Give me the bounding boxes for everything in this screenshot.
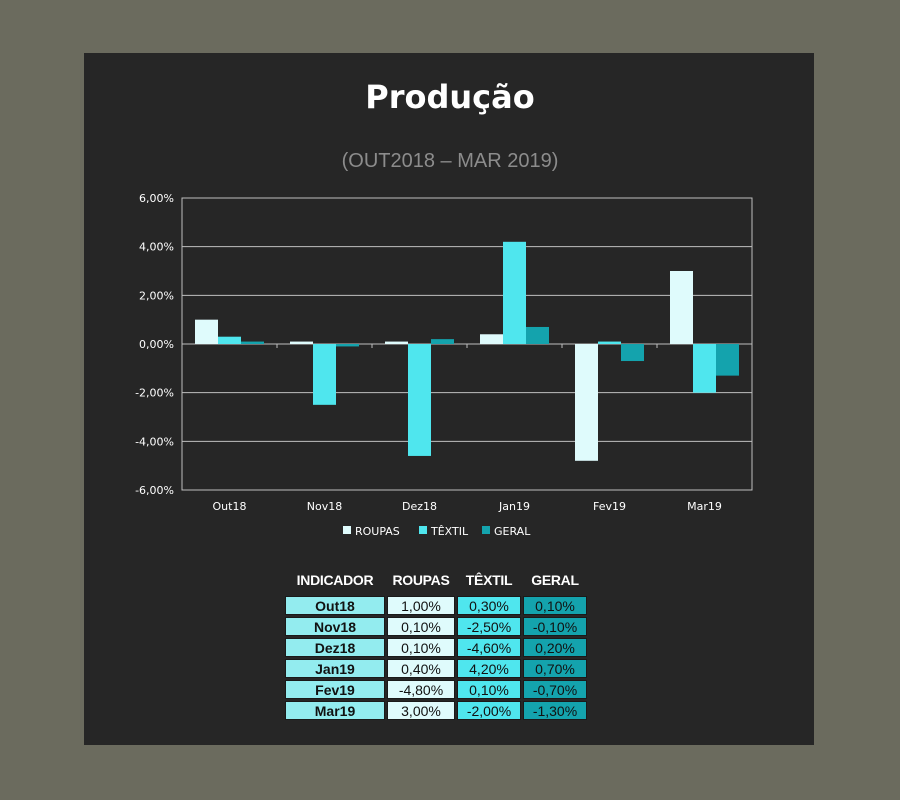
bar-têxtil-nov18 [313,344,336,405]
bar-geral-dez18 [431,339,454,344]
bar-roupas-jan19 [480,334,503,344]
table-cell-roupas: 0,40% [387,659,455,678]
table-cell-indicador: Jan19 [285,659,385,678]
bar-geral-out18 [241,341,264,344]
table-header-geral: GERAL [531,572,579,588]
bar-têxtil-out18 [218,336,241,344]
bar-têxtil-jan19 [503,241,526,344]
table-cell-textil: 4,20% [457,659,521,678]
bar-têxtil-fev19 [598,341,621,344]
table-header-roupas: ROUPAS [392,572,450,588]
legend-label: TÊXTIL [430,525,469,538]
bar-geral-mar19 [716,344,739,376]
legend-swatch-2 [482,526,490,534]
table-row: Dez18 0,10% -4,60% 0,20% [285,638,587,657]
table-cell-textil: 0,30% [457,596,521,615]
table-cell-indicador: Dez18 [285,638,385,657]
bar-roupas-mar19 [670,271,693,344]
bar-roupas-out18 [195,319,218,344]
table-cell-roupas: 0,10% [387,617,455,636]
y-tick-label: -6,00% [135,484,174,497]
table-header-textil: TÊXTIL [465,572,513,588]
data-table: INDICADOR ROUPAS TÊXTIL GERAL Out18 1,00… [283,568,589,722]
table-cell-indicador: Fev19 [285,680,385,699]
x-tick-label: Fev19 [593,500,626,513]
x-tick-label: Mar19 [687,500,722,513]
table-row: Jan19 0,40% 4,20% 0,70% [285,659,587,678]
table-row: Nov18 0,10% -2,50% -0,10% [285,617,587,636]
bar-geral-jan19 [526,326,549,344]
x-tick-label: Jan19 [498,500,530,513]
bar-geral-nov18 [336,344,359,347]
y-tick-label: -2,00% [135,387,174,400]
bar-roupas-fev19 [575,344,598,461]
table-cell-geral: -0,70% [523,680,587,699]
table-cell-roupas: 3,00% [387,701,455,720]
table-cell-indicador: Out18 [285,596,385,615]
y-tick-label: 0,00% [139,338,174,351]
table-cell-geral: 0,10% [523,596,587,615]
legend-swatch-0 [343,526,351,534]
table-row: Fev19 -4,80% 0,10% -0,70% [285,680,587,699]
x-tick-label: Out18 [213,500,247,513]
bar-roupas-nov18 [290,341,313,344]
y-tick-label: 4,00% [139,241,174,254]
bar-têxtil-mar19 [693,344,716,393]
table-header-indicador: INDICADOR [296,572,374,588]
table-cell-geral: 0,20% [523,638,587,657]
x-tick-label: Dez18 [402,500,437,513]
table-cell-geral: -0,10% [523,617,587,636]
table-cell-indicador: Mar19 [285,701,385,720]
table-cell-textil: -2,00% [457,701,521,720]
table-cell-roupas: 1,00% [387,596,455,615]
table-cell-textil: 0,10% [457,680,521,699]
legend-swatch-1 [419,526,427,534]
table-header-row: INDICADOR ROUPAS TÊXTIL GERAL [285,570,587,594]
legend-label: ROUPAS [355,525,400,538]
table-cell-geral: 0,70% [523,659,587,678]
table-cell-roupas: 0,10% [387,638,455,657]
bar-geral-fev19 [621,344,644,362]
table-row: Out18 1,00% 0,30% 0,10% [285,596,587,615]
y-tick-label: -4,00% [135,435,174,448]
y-tick-label: 6,00% [139,192,174,205]
bar-têxtil-dez18 [408,344,431,456]
table-cell-indicador: Nov18 [285,617,385,636]
chart-title: Produção [365,78,535,116]
bar-roupas-dez18 [385,341,408,344]
table-cell-textil: -2,50% [457,617,521,636]
chart-subtitle: (OUT2018 – MAR 2019) [341,150,559,172]
table-row: Mar19 3,00% -2,00% -1,30% [285,701,587,720]
table-cell-textil: -4,60% [457,638,521,657]
bar-chart: 6,00% 4,00% 2,00% 0,00% -2,00% -4,00% -6,00% Ou… [135,192,753,538]
y-tick-label: 2,00% [139,289,174,302]
table-cell-geral: -1,30% [523,701,587,720]
x-tick-label: Nov18 [307,500,342,513]
legend-label: GERAL [494,525,531,538]
table-cell-roupas: -4,80% [387,680,455,699]
